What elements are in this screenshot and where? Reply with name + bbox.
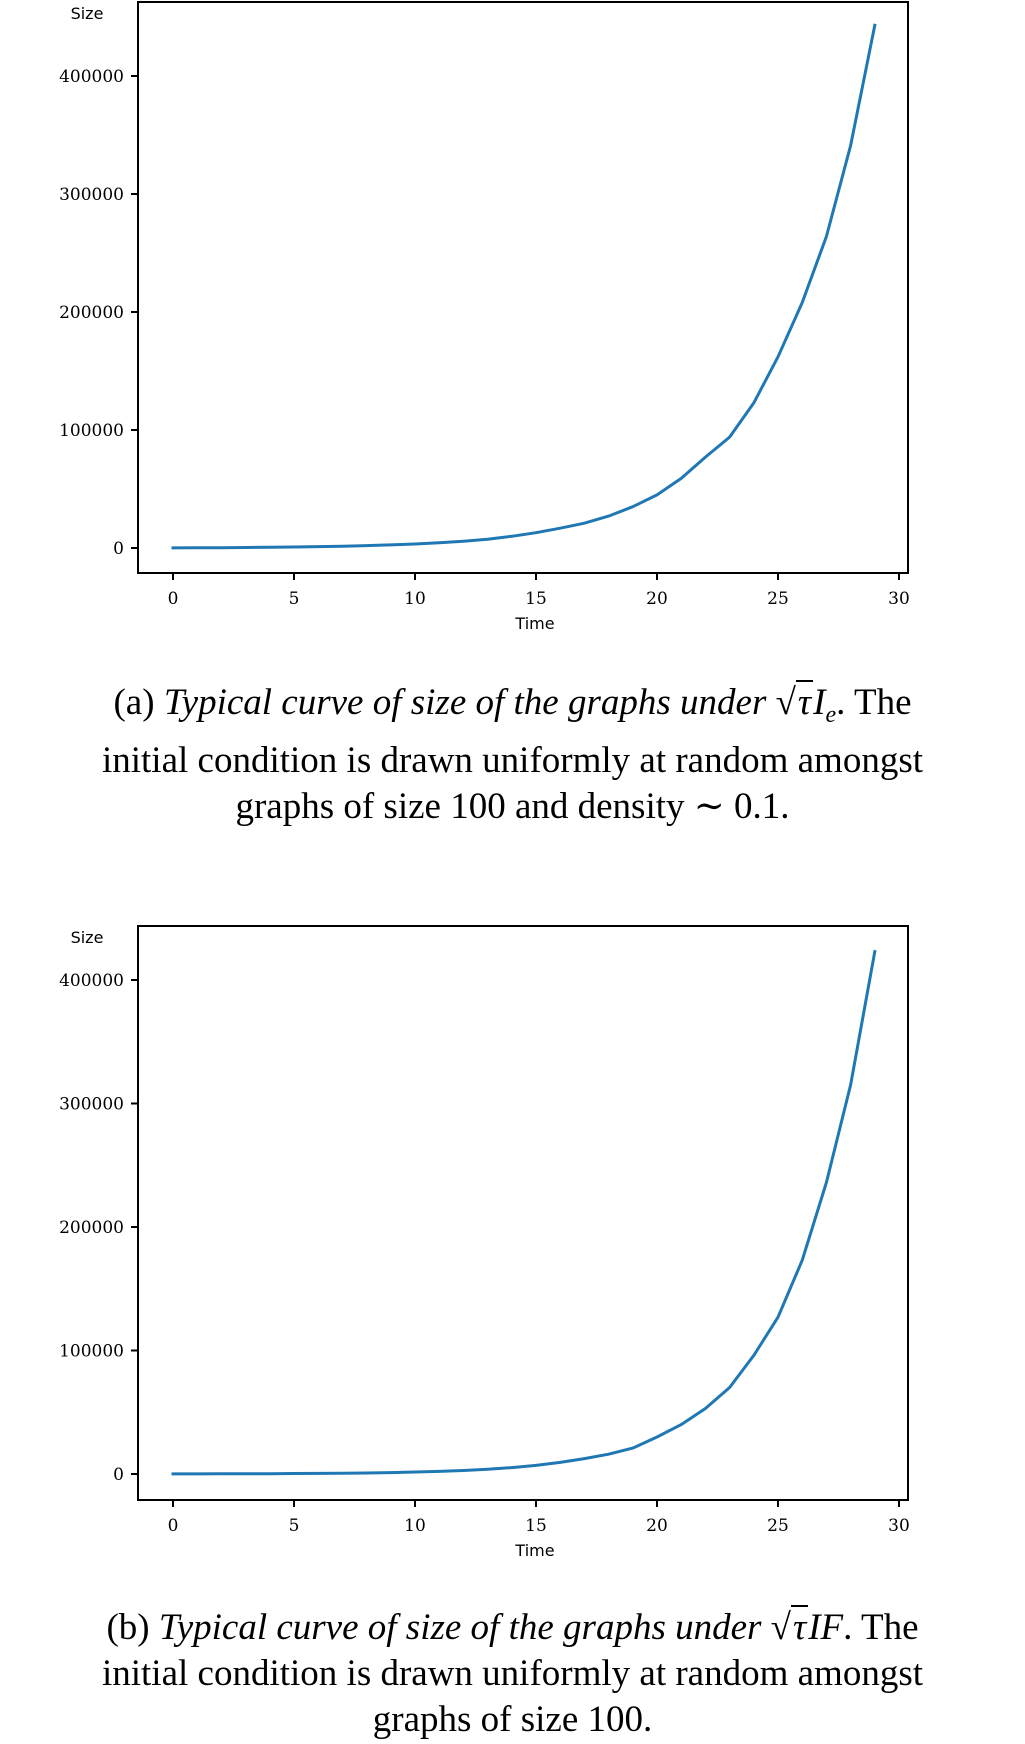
y-axis-title: Size [71, 928, 104, 947]
x-tick-label: 5 [289, 1516, 300, 1536]
sqrt-tau-symbol: √τ [775, 680, 814, 723]
y-tick-label: 0 [113, 1465, 124, 1485]
x-tick-label: 5 [289, 589, 300, 609]
y-tick-label: 0 [113, 539, 124, 559]
caption-a: (a) Typical curve of size of the graphs … [0, 680, 1025, 830]
x-tick-label: 25 [767, 1516, 789, 1536]
caption-b-italic: Typical curve of size of the graphs unde… [158, 1607, 762, 1648]
caption-a-line-1: (a) Typical curve of size of the graphs … [0, 680, 1025, 738]
x-tick-label: 15 [525, 1516, 547, 1536]
x-tick-label: 30 [888, 1516, 910, 1536]
x-tick-label: 10 [404, 589, 426, 609]
x-tick-label: 20 [646, 1516, 668, 1536]
x-tick-label: 25 [767, 589, 789, 609]
data-line [171, 23, 877, 550]
chart-a: 0 5 10 15 20 25 30 0 100000 200000 300000 400000 Siz… [59, 1, 910, 633]
x-tick-label: 20 [646, 589, 668, 609]
caption-a-line-3: graphs of size 100 and density ∼ 0.1. [235, 786, 790, 827]
y-tick-label: 300000 [59, 1095, 124, 1115]
data-line [171, 949, 877, 1476]
x-tick-label: 0 [168, 1516, 179, 1536]
plot-frame [137, 1, 909, 574]
figure-a: 0 5 10 15 20 25 30 0 100000 200000 300000 400000 Siz… [0, 0, 1025, 830]
caption-a-label: (a) [113, 682, 155, 723]
x-axis-title: Time [514, 1541, 554, 1560]
y-tick-label: 200000 [59, 1218, 124, 1238]
y-tick-label: 100000 [59, 1342, 124, 1362]
y-tick-label: 100000 [59, 421, 124, 441]
caption-a-after: . The [836, 682, 912, 723]
x-tick-label: 15 [525, 589, 547, 609]
x-tick-label: 10 [404, 1516, 426, 1536]
caption-b-after: . The [843, 1607, 919, 1648]
caption-b: (b) Typical curve of size of the graphs … [0, 1605, 1025, 1743]
caption-a-line-2: initial condition is drawn uniformly at … [101, 740, 924, 781]
x-tick-label: 0 [168, 589, 179, 609]
y-tick-label: 300000 [59, 185, 124, 205]
caption-b-line-3: graphs of size 100. [372, 1699, 653, 1740]
y-tick-label: 400000 [59, 67, 124, 87]
y-axis-title: Size [71, 4, 104, 23]
caption-b-label: (b) [106, 1607, 150, 1648]
x-axis-title: Time [514, 614, 554, 633]
sqrt-tau-symbol: √τ [770, 1605, 809, 1648]
y-tick-label: 200000 [59, 303, 124, 323]
y-tick-label: 400000 [59, 971, 124, 991]
chart-b: 0 5 10 15 20 25 30 0 100000 200000 300000 400000 Siz… [59, 925, 910, 1560]
caption-a-operator: I [813, 682, 826, 723]
caption-a-subscript: e [825, 702, 837, 728]
caption-a-italic: Typical curve of size of the graphs unde… [163, 682, 767, 723]
caption-b-line-2: initial condition is drawn uniformly at … [101, 1653, 924, 1694]
plot-frame [137, 925, 909, 1501]
x-tick-label: 30 [888, 589, 910, 609]
caption-b-operator: IF [808, 1607, 844, 1648]
caption-b-line-1: (b) Typical curve of size of the graphs … [0, 1605, 1025, 1651]
